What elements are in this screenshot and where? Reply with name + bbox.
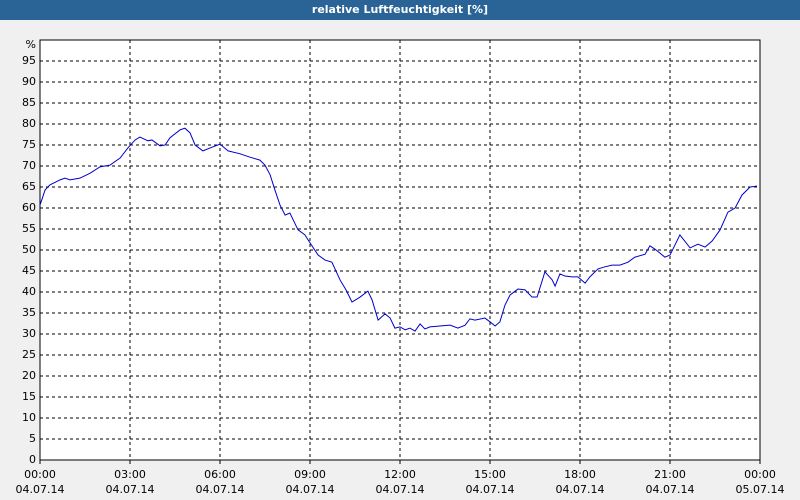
x-tick-label: 18:00: [564, 468, 596, 481]
data-line: [39, 127, 758, 332]
y-tick-label: 40: [22, 285, 36, 298]
plot-border: [39, 39, 761, 461]
y-tick-label: 60: [22, 201, 36, 214]
x-tick-date: 04.07.14: [16, 483, 65, 496]
y-tick-label: 15: [22, 390, 36, 403]
x-tick-date: 04.07.14: [466, 483, 515, 496]
x-tick-label: 09:00: [294, 468, 326, 481]
y-tick-label: 65: [22, 180, 36, 193]
y-tick-label: 75: [22, 138, 36, 151]
x-tick-date: 05.07.14: [736, 483, 785, 496]
x-tick-label: 00:00: [24, 468, 56, 481]
y-tick-label: 50: [22, 243, 36, 256]
chart-title: relative Luftfeuchtigkeit [%]: [312, 3, 488, 16]
y-tick-label: 55: [22, 222, 36, 235]
title-bar: [0, 0, 800, 20]
x-tick-label: 15:00: [474, 468, 506, 481]
y-tick-label: 10: [22, 411, 36, 424]
y-tick-label: 35: [22, 306, 36, 319]
y-tick-label: 70: [22, 159, 36, 172]
x-tick-date: 04.07.14: [646, 483, 695, 496]
x-tick-label: 00:00: [744, 468, 776, 481]
y-tick-label: 90: [22, 75, 36, 88]
y-tick-label: 20: [22, 369, 36, 382]
x-tick-date: 04.07.14: [286, 483, 335, 496]
y-tick-label: 25: [22, 348, 36, 361]
x-tick-label: 06:00: [204, 468, 236, 481]
x-tick-label: 21:00: [654, 468, 686, 481]
y-tick-label: 95: [22, 54, 36, 67]
y-tick-label: 45: [22, 264, 36, 277]
y-tick-label: 0: [29, 453, 36, 466]
x-tick-label: 03:00: [114, 468, 146, 481]
y-tick-label: 5: [29, 432, 36, 445]
y-tick-label: 80: [22, 117, 36, 130]
y-tick-label: 30: [22, 327, 36, 340]
x-tick-date: 04.07.14: [376, 483, 425, 496]
x-tick-date: 04.07.14: [556, 483, 605, 496]
x-tick-label: 12:00: [384, 468, 416, 481]
x-tick-date: 04.07.14: [106, 483, 155, 496]
x-tick-date: 04.07.14: [196, 483, 245, 496]
y-axis-label: %: [26, 38, 36, 51]
y-tick-label: 85: [22, 96, 36, 109]
